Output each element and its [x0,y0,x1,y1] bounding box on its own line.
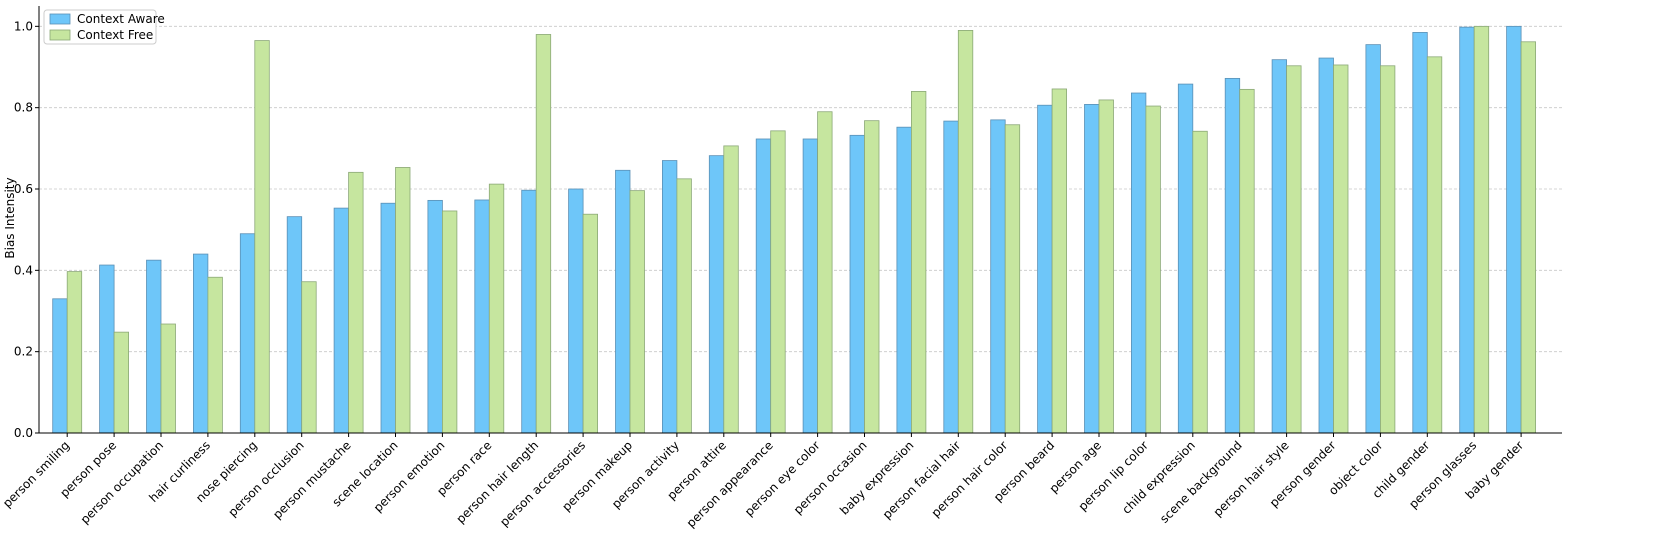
bar-context-aware [896,126,912,434]
bar-context-free [582,213,598,434]
bar-context-free [676,178,692,434]
bar-context-free [1426,56,1443,434]
legend-swatch-context-free [49,29,71,41]
bar-context-aware [286,216,303,434]
bar-context-free [1380,65,1396,434]
x-tick-label: scene background [1157,438,1245,526]
legend-frame [43,9,157,45]
x-tick-label: person occupation [78,438,166,526]
bar-context-free [1004,124,1021,434]
y-tick-label: 0.4 [14,263,33,277]
bar-context-free [864,120,880,434]
bar-context-free [1239,88,1255,434]
y-tick-label: 0.6 [14,182,33,196]
bar-context-aware [1365,44,1381,434]
bar-context-free [441,210,458,434]
y-ticks: 0.0 0.2 0.4 0.6 0.8 1.0 [14,19,39,440]
y-tick-label: 1.0 [14,19,33,33]
bar-context-aware [99,264,115,434]
legend: Context Aware Context Free [43,9,165,45]
bar-context-free [348,171,364,434]
axes [38,6,1562,434]
legend-label-context-aware: Context Aware [77,12,165,26]
grid-lines [39,25,1562,353]
bar-context-aware [568,188,584,434]
bar-context-aware [192,253,209,434]
y-tick-label: 0.2 [14,345,33,359]
bar-context-aware [521,189,537,434]
bar-context-free [535,34,552,434]
bar-context-free [1098,99,1114,434]
bar-context-aware [943,120,959,434]
y-axis-label: Bias Intensity [3,177,17,258]
bar-context-aware [802,138,818,434]
x-tick-label: person smiling [0,438,72,510]
x-tick-label: person accessories [497,438,588,529]
bar-context-free [1051,88,1067,434]
bar-context-aware [239,233,256,434]
x-tick-label: person appearance [684,438,776,530]
bar-context-free [207,276,223,434]
x-tick-label: person mustache [270,438,354,522]
bar-context-aware [708,155,725,434]
bar-context-free [723,145,739,434]
bar-context-aware [662,160,678,434]
bar-context-aware [1459,26,1475,434]
bars [52,25,1536,434]
bar-context-aware [146,259,162,434]
bar-context-free [1473,25,1490,434]
bar-context-aware [474,199,490,434]
bar-context-aware [849,134,865,434]
bar-context-aware [1318,57,1334,434]
bar-context-aware [990,119,1006,434]
bar-context-aware [1224,77,1241,434]
bar-context-free [911,91,927,434]
bar-context-free [160,323,176,434]
legend-swatch-context-aware [49,13,71,25]
y-tick-label: 0.8 [14,101,33,115]
bar-context-free [1286,65,1302,434]
x-tick-label: person facial hair [880,438,964,522]
bar-context-free [629,190,645,434]
bar-context-free [957,29,974,434]
bar-context-free [254,40,270,434]
bar-context-aware [1084,104,1100,434]
bar-context-free [301,281,317,434]
x-tick-label: person hair length [453,438,541,526]
legend-label-context-free: Context Free [77,28,153,42]
bar-context-aware [1271,59,1287,434]
bar-context-aware [427,199,443,434]
bar-context-aware [1131,92,1147,434]
bar-context-aware [615,169,631,434]
bar-context-free [1145,105,1161,434]
bar-context-free [395,167,411,434]
bar-context-aware [1037,104,1053,434]
y-tick-label: 0.0 [14,426,33,440]
bar-context-free [66,271,83,434]
bar-context-free [488,183,505,434]
bar-context-free [113,331,129,434]
bar-context-aware [52,298,68,434]
bar-context-free [1333,64,1349,434]
bar-context-aware [1506,25,1522,434]
bar-context-free [770,130,786,434]
bar-context-free [1192,130,1208,434]
bar-context-aware [1177,83,1194,434]
bar-context-aware [380,202,396,434]
bar-context-aware [333,207,350,434]
bar-context-aware [755,138,772,434]
bar-context-free [1520,41,1536,434]
bar-context-free [817,111,833,434]
bar-context-aware [1412,32,1428,434]
